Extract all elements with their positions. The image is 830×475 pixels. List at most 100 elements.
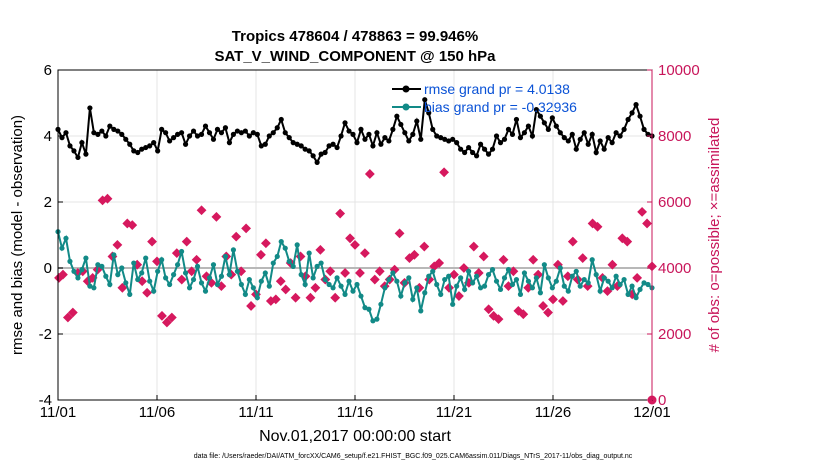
bias-point: [234, 268, 240, 274]
obs-assimilated-marker: [567, 236, 578, 247]
bias-point: [206, 275, 213, 281]
rmse-point: [613, 130, 619, 136]
obs-assimilated-marker: [434, 258, 445, 268]
obs-assimilated-marker: [513, 305, 524, 316]
rmse-point: [605, 135, 611, 141]
bias-point: [458, 275, 464, 281]
y-tick-label: 0: [44, 260, 52, 277]
rmse-point: [95, 131, 101, 137]
bias-point: [418, 308, 424, 314]
obs-assimilated-marker: [157, 310, 167, 321]
bias-point: [282, 245, 288, 251]
rmse-point: [450, 136, 456, 142]
bias-point: [242, 291, 248, 297]
obs-assimilated-marker: [201, 271, 212, 282]
rmse-point: [617, 133, 623, 139]
bias-point: [71, 268, 77, 274]
bias-point: [63, 235, 69, 241]
rmse-point: [350, 131, 356, 137]
bias-point: [119, 265, 125, 271]
rmse-point: [143, 144, 149, 151]
y2-tick-label: 8000: [658, 128, 691, 145]
bias-point: [254, 295, 260, 301]
rmse-point: [354, 140, 360, 146]
rmse-point: [338, 133, 344, 139]
rmse-point: [75, 154, 81, 161]
x-tick-label: 11/16: [337, 404, 373, 421]
obs-assimilated-marker: [275, 276, 286, 287]
obs-assimilated-marker: [582, 281, 593, 292]
obs-assimilated-marker: [330, 292, 341, 303]
bias-point: [585, 280, 591, 286]
bias-point: [310, 275, 316, 281]
obs-assimilated-marker: [310, 282, 321, 293]
rmse-point: [537, 113, 543, 119]
bias-point: [286, 258, 292, 264]
bias-point: [306, 250, 312, 256]
rmse-point: [318, 151, 324, 157]
rmse-point: [358, 126, 364, 132]
rmse-point: [135, 149, 141, 156]
rmse-point: [306, 148, 312, 154]
y2-tick-label: 2000: [658, 326, 691, 343]
bias-point: [505, 267, 512, 273]
bias-point: [342, 291, 348, 297]
rmse-point: [222, 125, 229, 131]
rmse-point: [629, 110, 635, 116]
bias-point: [338, 283, 344, 289]
rmse-point: [322, 149, 328, 156]
bias-point: [123, 280, 129, 286]
bias-point: [565, 288, 571, 294]
rmse-point: [557, 130, 563, 136]
rmse-point: [481, 146, 488, 152]
bias-point: [477, 285, 484, 291]
obs-assimilated-marker: [587, 218, 598, 229]
bias-point: [322, 276, 328, 283]
rmse-point: [641, 126, 647, 132]
x-tick-label: 12/01: [633, 404, 671, 421]
x-tick-label: 11/26: [535, 404, 571, 421]
rmse-point: [501, 136, 508, 142]
bias-point: [198, 280, 205, 286]
bias-point: [470, 280, 476, 286]
obs-assimilated-marker: [617, 233, 628, 244]
bias-point: [509, 281, 516, 288]
rmse-point: [561, 135, 567, 141]
rmse-point: [549, 115, 555, 121]
bias-point: [378, 301, 384, 307]
obs-assimilated-marker: [518, 309, 529, 320]
bias-point: [406, 275, 412, 281]
bias-point: [262, 270, 268, 276]
bias-point: [250, 285, 256, 291]
obs-assimilated-marker: [117, 282, 128, 293]
bias-point: [446, 273, 452, 279]
rmse-point: [545, 126, 551, 132]
rmse-point: [378, 141, 384, 147]
rmse-point: [541, 120, 547, 126]
series-lines: [55, 97, 655, 324]
rmse-point: [374, 130, 380, 136]
rmse-point: [107, 123, 113, 129]
chart-subtitle: SAT_V_WIND_COMPONENT @ 150 hPa: [214, 48, 496, 65]
rmse-point: [298, 143, 304, 149]
bias-point: [278, 239, 284, 245]
bias-point: [246, 276, 252, 283]
rmse-point: [410, 131, 416, 137]
rmse-point: [418, 136, 424, 142]
obs-assimilated-marker: [637, 206, 648, 217]
legend: rmse grand pr = 4.0138 bias grand pr = -…: [392, 81, 577, 115]
rmse-point: [159, 126, 165, 132]
bias-point: [147, 278, 153, 284]
bias-point: [135, 276, 141, 283]
bias-point: [438, 291, 444, 297]
obs-assimilated-marker: [166, 312, 177, 323]
x-axis-label: Nov.01,2017 00:00:00 start: [259, 428, 451, 445]
rmse-point: [111, 126, 117, 132]
bias-point: [163, 275, 169, 281]
y-tick-label: 6: [44, 62, 52, 79]
obs-assimilated-marker: [290, 292, 301, 303]
rmse-point: [214, 126, 221, 132]
rmse-point: [286, 135, 292, 141]
y-tick-label: -2: [39, 326, 52, 343]
y2-axis-label: # of obs: o=possible; ×=assimilated: [706, 118, 723, 353]
